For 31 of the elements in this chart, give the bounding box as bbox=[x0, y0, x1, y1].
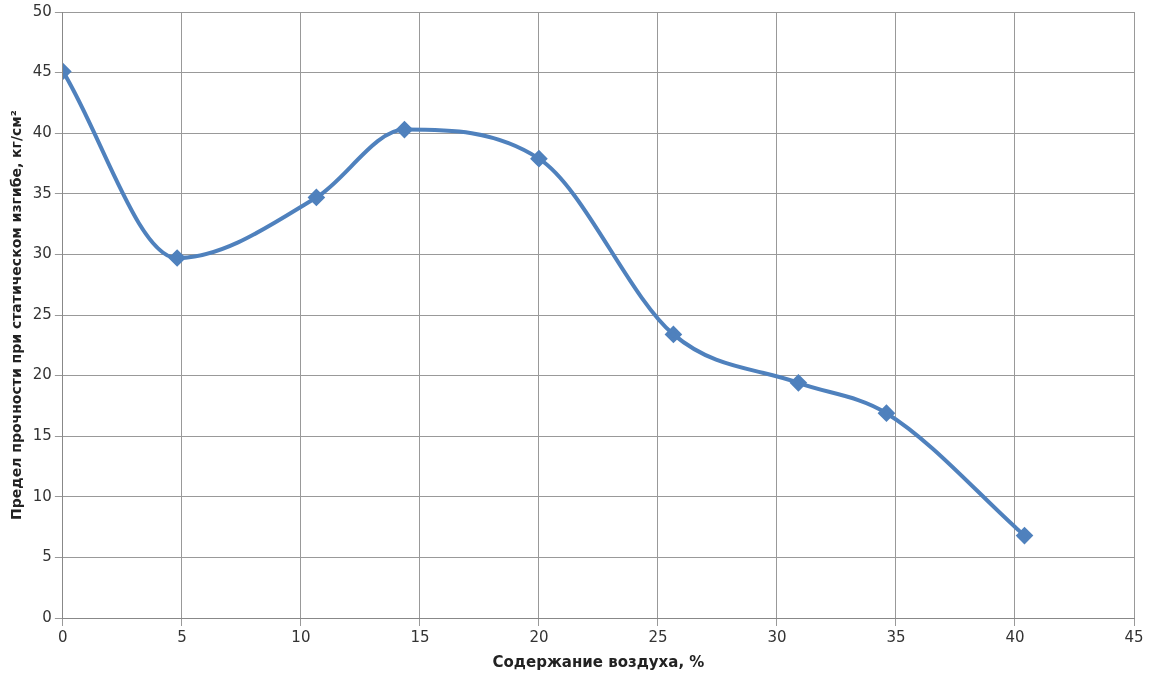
x-tick-label: 45 bbox=[1124, 627, 1144, 646]
point bbox=[396, 121, 413, 138]
y-tick-label: 45 bbox=[32, 62, 52, 81]
x-axis-title: Содержание воздуха, % bbox=[492, 652, 705, 671]
y-tick-label: 50 bbox=[32, 1, 52, 20]
y-tick-label: 20 bbox=[32, 365, 52, 384]
x-tick-label: 40 bbox=[1005, 627, 1025, 646]
point bbox=[530, 150, 547, 167]
y-tick-label: 10 bbox=[32, 486, 52, 505]
point bbox=[665, 326, 682, 343]
point bbox=[1016, 527, 1033, 544]
point bbox=[790, 374, 807, 391]
y-tick-label: 40 bbox=[32, 123, 52, 142]
y-tick-label: 15 bbox=[32, 426, 52, 445]
y-tick-label: 0 bbox=[42, 607, 52, 626]
x-tick-label: 20 bbox=[529, 627, 549, 646]
x-tick-label: 0 bbox=[58, 627, 68, 646]
y-tick-label: 5 bbox=[42, 547, 52, 566]
y-tick-label: 35 bbox=[32, 183, 52, 202]
x-tick-label: 30 bbox=[767, 627, 787, 646]
point bbox=[878, 405, 895, 422]
point bbox=[169, 250, 186, 267]
y-tick-label: 25 bbox=[32, 304, 52, 323]
y-tick-label: 30 bbox=[32, 244, 52, 263]
x-tick-label: 5 bbox=[177, 627, 187, 646]
x-tick-label: 35 bbox=[886, 627, 906, 646]
y-axis-title: Предел прочности при статическом изгибе, кг/см² bbox=[8, 110, 25, 520]
x-tick-label: 15 bbox=[410, 627, 430, 646]
x-tick-label: 10 bbox=[291, 627, 311, 646]
point bbox=[308, 189, 325, 206]
x-tick-label: 25 bbox=[648, 627, 668, 646]
